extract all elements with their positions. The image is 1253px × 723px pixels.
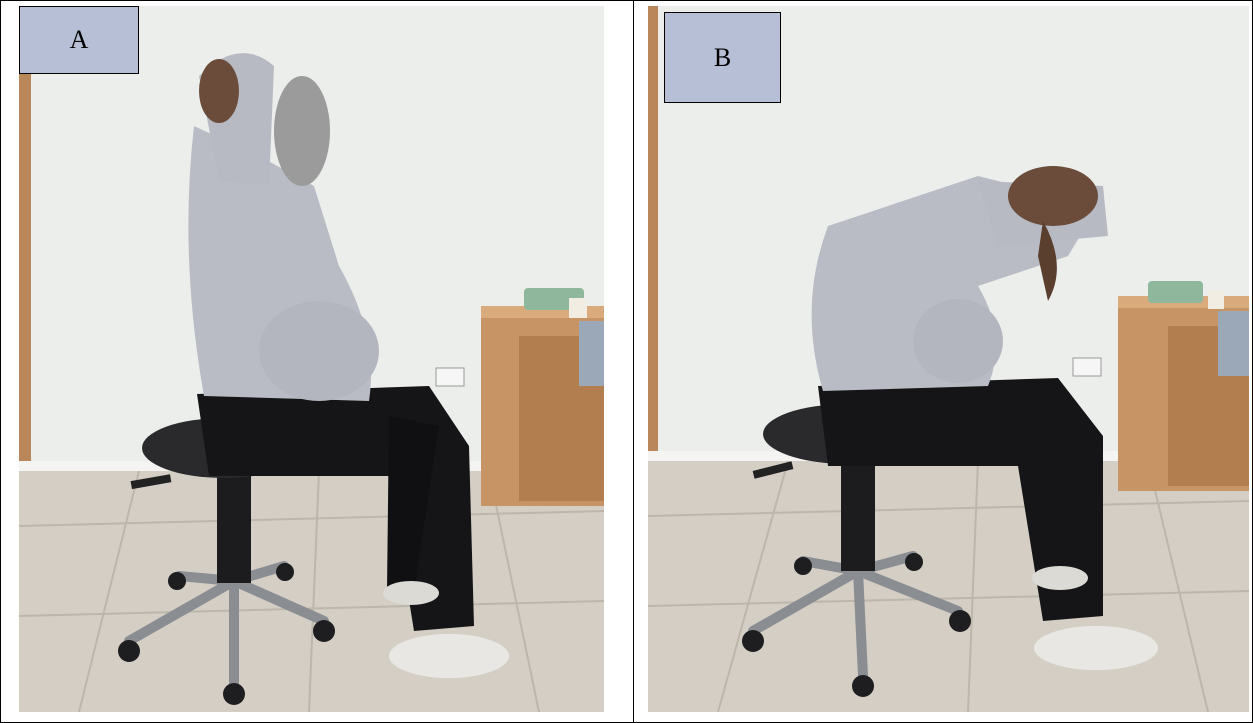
photo-a — [19, 6, 604, 712]
column-divider — [633, 0, 634, 723]
photo-panel-b: B — [648, 6, 1249, 712]
panel-label-b: B — [664, 12, 781, 103]
panel-label-a: A — [19, 6, 139, 74]
photo-panel-a: A — [19, 6, 604, 712]
photo-b — [648, 6, 1249, 712]
